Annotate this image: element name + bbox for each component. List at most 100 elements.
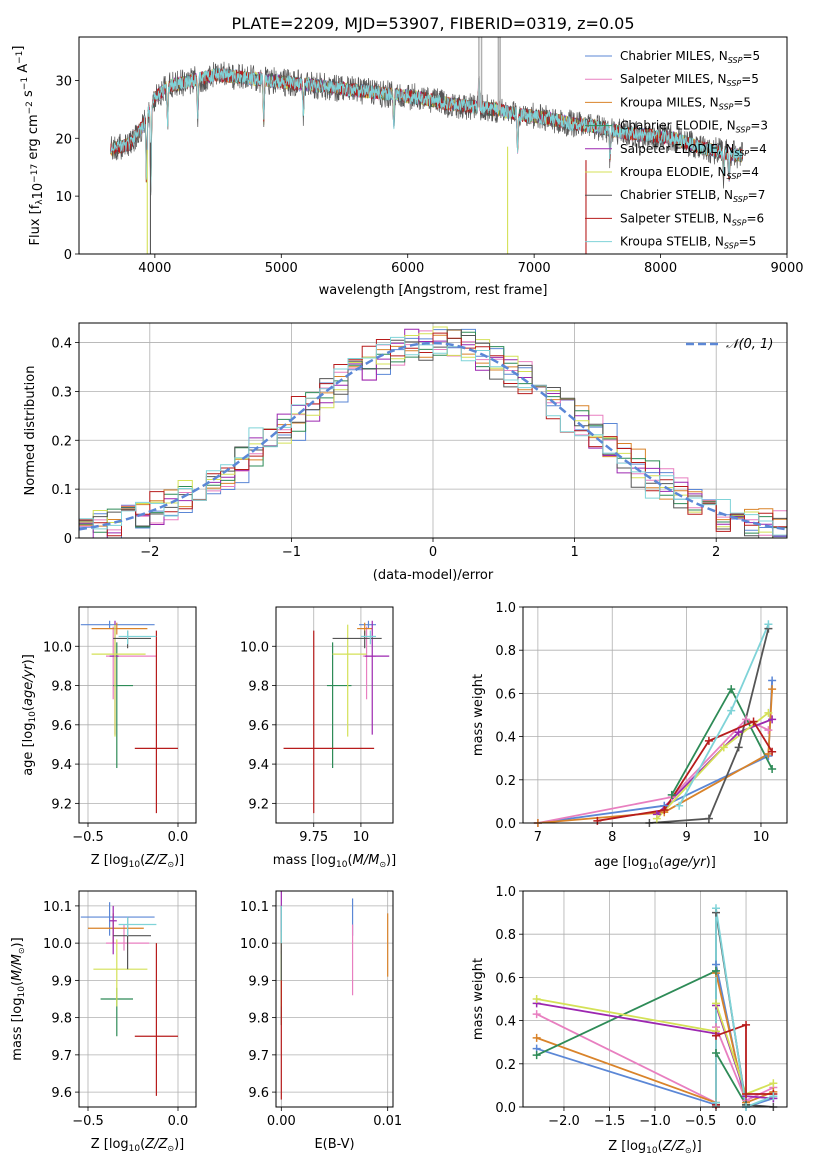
x-tick-label: 9 [682,830,690,845]
weight-marker [711,1031,720,1040]
residual-distribution-chart: −2 −1 0 1 2 0 0.1 0.2 0.3 0.4 (data-model)/error No… [23,322,788,583]
weight-marker [711,1049,720,1057]
weight-marker [660,806,669,815]
x-tick-label: 0.0 [168,1114,189,1129]
y-tick-label: 0.0 [495,1101,516,1116]
x-tick-label: 0.0 [168,830,189,845]
y-tick-label: 10.1 [43,900,72,915]
mass-vs-metallicity-chart: −0.5 0.0 9.6 9.7 9.8 9.9 10.0 10.1 Z [log10(Z/Z⊙… [10,890,197,1154]
x-tick-label: 4000 [138,261,171,276]
weight-marker [734,743,743,752]
x-tick-label: 2 [712,545,720,560]
x-tick-label: 9000 [770,261,803,276]
weight-marker [719,743,728,752]
weight-marker [727,706,736,715]
weight-marker [742,1090,751,1099]
y-tick-label: 1.0 [495,885,516,900]
y-tick-label: 0 [64,532,72,547]
y-tick-label: 10.0 [240,640,269,655]
legend-label: Kroupa MILES, NSSP=5 [620,95,751,111]
y-tick-label: 10.1 [240,900,269,915]
weight-marker [769,1092,778,1101]
y-tick-label: 30 [55,74,72,89]
y-tick-label: 9.6 [248,1086,269,1101]
weight-marker [764,726,773,735]
x-tick-label: −0.5 [685,1114,717,1129]
weight-marker [704,814,713,823]
legend-label: Salpeter MILES, NSSP=5 [620,72,759,88]
y-tick-label: 0.6 [495,971,516,986]
x-tick-label: 1 [570,545,578,560]
x-tick-label: −1.5 [594,1114,626,1129]
errorbar-plot-area [80,902,178,1096]
y-tick-label: 0.2 [495,1058,516,1073]
x-tick-label: −1 [282,545,301,560]
x-axis-label: Z [log10(Z/Z⊙)] [91,853,185,870]
y-tick-label: 9.9 [248,974,269,989]
legend-label: Chabrier STELIB, NSSP=7 [620,188,765,204]
weight-plot-area [537,623,773,823]
normal-curve [79,341,787,531]
y-tick-label: 0.4 [51,337,72,352]
spectrum-plot-area [110,37,743,254]
axes-frame [78,36,788,255]
y-tick-label: 9.6 [51,1086,72,1101]
weight-marker [768,715,777,724]
weight-marker [652,814,661,823]
y-tick-label: 9.4 [248,758,269,773]
y-tick-label: 9.9 [51,974,72,989]
legend-label: Salpeter ELODIE, NSSP=4 [620,142,767,158]
x-tick-label: 0.01 [373,1114,402,1129]
x-axis-label: Z [log10(Z/Z⊙)] [91,1137,185,1154]
weight-marker [768,685,777,694]
y-tick-label: 0.8 [495,928,516,943]
y-tick-label: 9.8 [248,1012,269,1027]
weight-marker [667,790,676,799]
spectrum-legend: Chabrier MILES, NSSP=5 Salpeter MILES, NS… [585,49,768,251]
axes-frame [522,890,788,1108]
weight-marker [532,995,541,1003]
x-tick-label: −1.0 [639,1114,671,1129]
weight-marker [749,717,758,726]
spectrum-chart: 4000 5000 6000 7000 8000 9000 0 10 20 30 wavelengt… [11,36,804,298]
weight-marker [704,736,713,745]
x-axis-label: wavelength [Angstrom, rest frame] [319,283,548,298]
y-tick-label: 0.2 [51,434,72,449]
errorbar-plot-area [80,620,178,814]
x-tick-label: 0 [429,545,437,560]
y-tick-label: 9.2 [51,797,72,812]
x-tick-label: −2.0 [548,1114,580,1129]
legend-label: 𝒩(0, 1) [726,337,773,352]
y-tick-label: 0.1 [51,483,72,498]
x-tick-label: 8000 [644,261,677,276]
mass-vs-extinction-chart: 0.00 0.01 9.6 9.7 9.8 9.9 10.0 10.1 E(B-V) [240,890,402,1152]
errorbar-plot-area [283,620,390,814]
y-tick-label: 20 [55,132,72,147]
weight-marker [768,765,777,773]
y-tick-label: 1.0 [495,601,516,616]
x-tick-label: −0.5 [72,1114,104,1129]
weight-marker [769,1079,778,1088]
y-tick-label: 10.0 [43,937,72,952]
y-tick-label: 9.8 [51,680,72,695]
weight-marker [768,747,777,756]
y-tick-label: 10.0 [240,937,269,952]
axes-frame [78,890,197,1108]
axes-frame [78,322,788,539]
x-tick-label: 10 [353,830,370,845]
weight-marker [711,1098,720,1107]
age-vs-metallicity-chart: −0.5 0.0 9.2 9.4 9.6 9.8 10.0 Z [log10(Z/Z⊙)] ag… [21,606,197,870]
weight-marker [532,1010,541,1019]
x-axis-label: E(B-V) [314,1137,354,1152]
x-tick-label: 9.75 [299,830,328,845]
spectrum-line [110,68,743,194]
y-tick-label: 0 [64,248,72,263]
weight-marker [711,999,720,1008]
y-axis-label: Flux [fλ10−17 erg cm−2 s−1 A−1] [11,46,46,246]
y-tick-label: 9.6 [51,719,72,734]
y-tick-label: 10.0 [43,640,72,655]
x-tick-label: 6000 [391,261,424,276]
axes-frame [275,606,394,824]
weight-marker [711,966,720,975]
weight-marker [532,1033,541,1042]
